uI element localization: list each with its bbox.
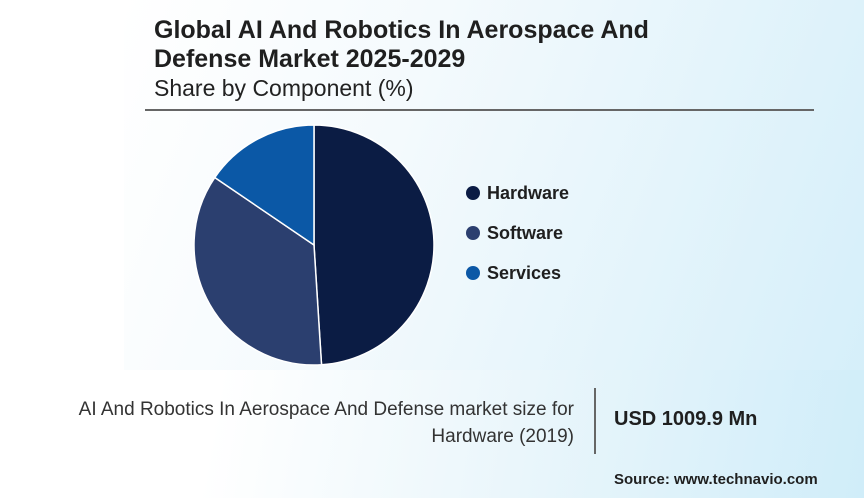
legend-dot-icon [466, 266, 480, 280]
footer-divider [594, 388, 596, 454]
legend-label: Services [487, 262, 562, 283]
legend-dot-icon [466, 226, 480, 240]
legend-item-software: Software [466, 213, 569, 253]
chart-title: Global AI And Robotics In Aerospace And … [154, 16, 649, 74]
title-line-1: Global AI And Robotics In Aerospace And [154, 16, 649, 44]
legend-label: Hardware [487, 182, 570, 203]
market-size-description: AI And Robotics In Aerospace And Defense… [0, 396, 574, 450]
legend-dot-icon [466, 186, 480, 200]
pie-slice-software [193, 176, 323, 366]
title-line-2: Defense Market 2025-2029 [154, 45, 466, 73]
chart-subtitle: Share by Component (%) [154, 75, 414, 101]
legend-item-hardware: Hardware [466, 173, 569, 213]
source-text: Source: www.technavio.com [614, 471, 818, 488]
pie-slice-hardware [313, 124, 435, 366]
legend: Hardware Software Services [466, 173, 569, 293]
legend-item-services: Services [466, 253, 569, 293]
pie-slice-services [213, 124, 315, 247]
footer-background [0, 370, 864, 498]
title-divider [145, 109, 814, 111]
market-size-value: USD 1009.9 Mn [614, 408, 758, 430]
description-line-1: AI And Robotics In Aerospace And Defense… [78, 399, 574, 420]
legend-label: Software [487, 222, 564, 243]
description-line-2: Hardware (2019) [431, 426, 574, 447]
